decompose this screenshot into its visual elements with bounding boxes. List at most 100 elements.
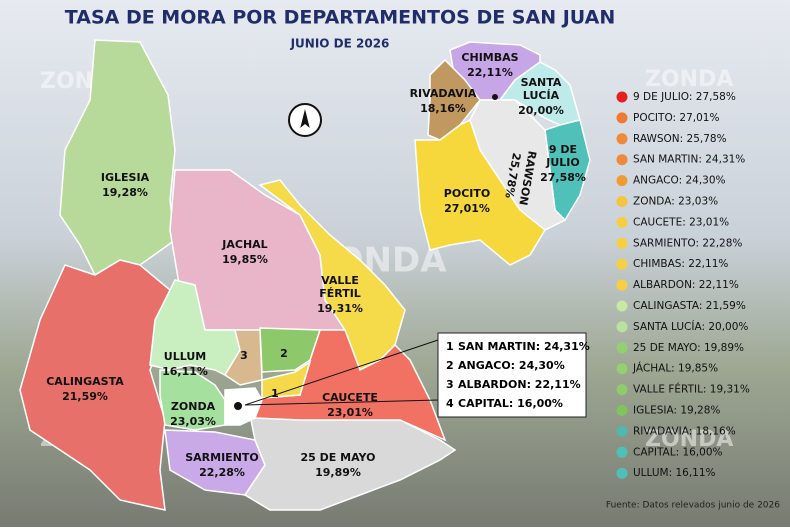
capital-dot	[492, 94, 498, 100]
region-rate: 19,28%	[102, 186, 148, 199]
capital-dot	[234, 402, 242, 410]
legend-marker	[616, 384, 628, 396]
legend-label: 9 DE JULIO: 27,58%	[633, 91, 736, 103]
region-name: IGLESIA	[101, 171, 150, 184]
watermark: ZONDA	[645, 427, 733, 452]
legend-marker	[616, 446, 628, 458]
compass-arrow	[297, 105, 313, 133]
legend-marker	[616, 321, 628, 333]
region-name: ULLUM	[164, 350, 206, 363]
inset-label: ALBARDON: 22,11%	[458, 378, 581, 391]
legend-marker	[616, 467, 628, 479]
inset-number: 1	[446, 340, 454, 353]
region-rate: 19,31%	[317, 302, 363, 315]
inset-number: 2	[446, 359, 454, 372]
region-name: JULIO	[545, 156, 579, 169]
map-number: 1	[271, 387, 279, 400]
legend-marker	[616, 425, 628, 437]
region-rate: 22,28%	[199, 466, 245, 479]
region-rate: 19,85%	[222, 253, 268, 266]
legend-marker	[616, 363, 628, 375]
connector	[244, 399, 439, 406]
region-rate: 23,01%	[327, 406, 373, 419]
region-rate: 20,00%	[518, 104, 564, 117]
legend-label: CAPITAL: 16,00%	[633, 446, 723, 458]
legend-label: IGLESIA: 19,28%	[633, 405, 720, 417]
legend-marker	[616, 258, 628, 270]
region-name: FÉRTIL	[319, 287, 361, 300]
legend-label: SARMIENTO: 22,28%	[633, 237, 742, 249]
region-rate: 21,59%	[62, 390, 108, 403]
region-name: JACHAL	[221, 238, 267, 251]
legend-label: ULLUM: 16,11%	[633, 467, 716, 479]
inset-label: SAN MARTIN: 24,31%	[458, 340, 590, 353]
legend-marker	[616, 237, 628, 249]
connector	[244, 339, 439, 406]
region-pocito	[414, 118, 546, 266]
inset-label: ANGACO: 24,30%	[458, 359, 565, 372]
watermark: ZONDA	[645, 67, 733, 92]
inset-box	[437, 332, 587, 418]
region-calingasta	[19, 259, 171, 511]
legend-marker	[616, 216, 628, 228]
legend-marker	[616, 91, 628, 103]
region-rate: 23,03%	[170, 415, 216, 428]
region-name: 9 DE	[549, 143, 577, 156]
legend-marker	[616, 196, 628, 207]
legend-marker	[616, 342, 628, 354]
region-name: SANTA	[521, 76, 562, 89]
main-map	[19, 39, 457, 511]
map-number: 2	[280, 347, 288, 360]
region-rate: 16,11%	[162, 365, 208, 378]
legend-marker	[616, 154, 628, 166]
source: Fuente: Datos relevados junio de 2026	[606, 501, 780, 511]
legend-label: POCITO: 27,01%	[633, 112, 719, 124]
region-name: POCITO	[444, 187, 490, 200]
title: TASA DE MORA POR DEPARTAMENTOS DE SAN JU…	[65, 7, 615, 29]
legend-label: RIVADAVIA: 18,16%	[633, 425, 736, 437]
inset-number: 4	[446, 397, 454, 410]
region-name: SARMIENTO	[185, 451, 259, 464]
legend-marker	[616, 279, 628, 291]
subtitle: JUNIO DE 2026	[290, 37, 390, 51]
legend-marker	[616, 112, 628, 124]
legend-label: SANTA LUCÍA: 20,00%	[633, 320, 748, 333]
legend-label: ALBARDON: 22,11%	[633, 279, 739, 291]
inset-number: 3	[446, 378, 454, 391]
region-name: RIVADAVIA	[410, 87, 477, 100]
legend-label: ZONDA: 23,03%	[633, 196, 718, 208]
legend-marker	[616, 300, 628, 312]
legend-marker	[616, 175, 628, 187]
map-number: 3	[240, 349, 248, 362]
legend-label: CHIMBAS: 22,11%	[633, 258, 728, 270]
legend-label: SAN MARTIN: 24,31%	[633, 154, 745, 166]
region-name: CAUCETE	[322, 391, 378, 404]
legend-label: CAUCETE: 23,01%	[633, 216, 729, 228]
legend-label: JÁCHAL: 19,85%	[632, 362, 718, 375]
inset-label: CAPITAL: 16,00%	[458, 397, 563, 410]
region-angaco	[259, 327, 322, 373]
legend-label: RAWSON: 25,78%	[633, 133, 727, 145]
region-name: LUCÍA	[523, 89, 560, 102]
region-name: 25 DE MAYO	[301, 451, 376, 464]
region-rate: 27,01%	[444, 202, 490, 215]
region-name: CHIMBAS	[461, 51, 518, 64]
inset-map	[414, 41, 591, 266]
region-name: ZONDA	[171, 400, 216, 413]
region-name: CALINGASTA	[46, 375, 124, 388]
region-ullum	[149, 279, 241, 376]
legend-marker	[616, 133, 628, 145]
legend-marker	[616, 405, 628, 416]
region-rate: 22,11%	[467, 66, 513, 79]
compass	[288, 103, 322, 137]
region-capital	[224, 387, 263, 426]
region-rate: 27,58%	[540, 171, 586, 184]
legend-label: CALINGASTA: 21,59%	[633, 300, 746, 312]
region-name: VALLE	[321, 274, 359, 287]
legend-label: ANGACO: 24,30%	[633, 175, 726, 187]
legend-label: VALLE FÉRTIL: 19,31%	[633, 383, 750, 396]
region-rate: 19,89%	[315, 466, 361, 479]
legend-label: 25 DE MAYO: 19,89%	[633, 342, 744, 354]
inset-connectors	[244, 339, 439, 406]
